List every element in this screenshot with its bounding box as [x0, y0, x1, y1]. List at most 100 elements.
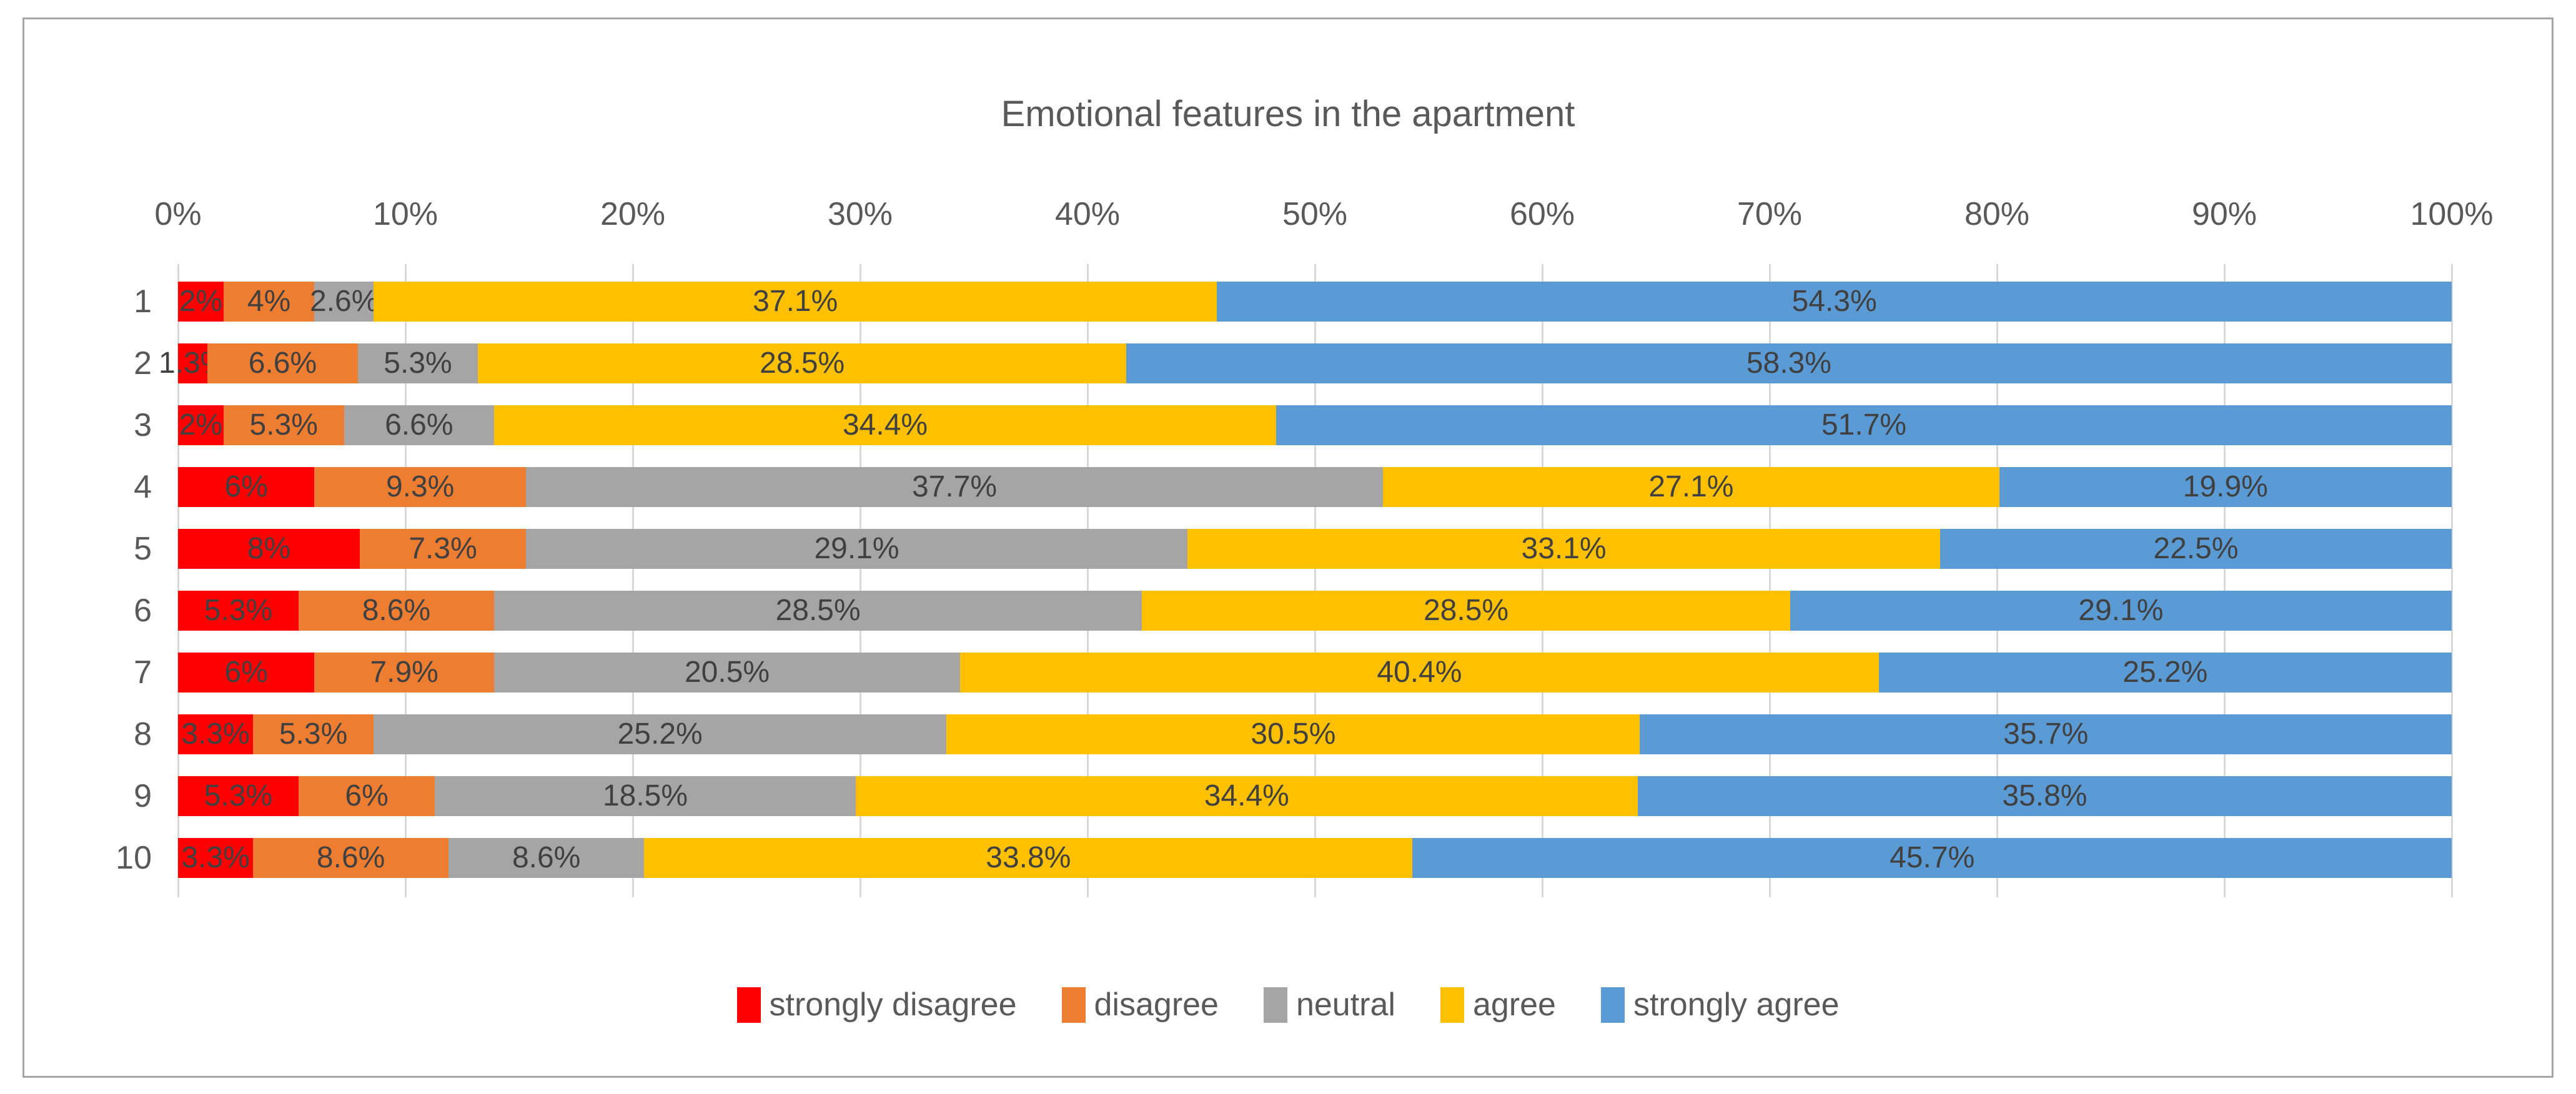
data-label: 18.5% [602, 779, 688, 812]
data-label: 3.3% [181, 840, 250, 874]
data-label: 35.8% [2002, 779, 2088, 812]
bar-segment-strongly-disagree: 1.3% [159, 343, 227, 383]
data-label: 20.5% [684, 655, 770, 689]
bar-segment-disagree: 5.3% [253, 714, 374, 754]
bar-segment-agree: 37.1% [374, 281, 1217, 322]
data-label: 30.5% [1251, 717, 1336, 751]
gridline [177, 264, 179, 897]
bar-segment-neutral: 37.7% [525, 466, 1384, 507]
data-label: 2% [179, 408, 223, 441]
data-label: 29.1% [2078, 593, 2164, 627]
bar-segment-agree: 34.4% [855, 776, 1638, 816]
data-label: 5.3% [204, 593, 273, 627]
data-label: 27.1% [1648, 470, 1734, 503]
gridline [404, 264, 407, 897]
category-label: 10 [116, 839, 152, 876]
data-label: 8.6% [316, 840, 385, 874]
bar-segment-disagree: 8.6% [253, 837, 449, 878]
bar-segment-disagree: 6% [298, 776, 435, 816]
bar-segment-strongly-disagree: 2% [178, 281, 224, 322]
bar-segment-neutral: 29.1% [525, 528, 1188, 569]
data-label: 37.1% [753, 284, 838, 318]
data-label: 19.9% [2182, 470, 2268, 503]
gridline [632, 264, 634, 897]
legend-label: neutral [1295, 987, 1395, 1023]
data-label: 8.6% [362, 593, 431, 627]
legend-color-swatch [736, 987, 761, 1023]
category-label: 3 [134, 407, 152, 443]
bar-segment-strongly-disagree: 2% [178, 405, 224, 445]
legend-item-strongly-agree: strongly agree [1600, 986, 1840, 1023]
bar-segment-strongly-disagree: 5.3% [178, 590, 299, 631]
category-label: 4 [134, 468, 152, 505]
x-axis: 0% 10% 20% 30% 40% 50% 60% 70% 80% 90% 100% [154, 195, 2493, 239]
data-label: 34.4% [1204, 779, 1289, 812]
bar-segment-neutral: 5.3% [357, 343, 478, 383]
bar-row-6: 6 5.3% 8.6% 28.5% 28.5% 29.1% [134, 579, 2452, 641]
bar-segment-strongly-agree: 58.3% [1126, 343, 2452, 383]
data-label: 7.9% [370, 655, 438, 689]
legend-item-disagree: disagree [1061, 986, 1219, 1023]
legend-color-swatch [1600, 987, 1625, 1023]
bar-segment-strongly-agree: 35.7% [1640, 714, 2452, 754]
data-label: 5.3% [279, 717, 348, 751]
data-label: 34.4% [842, 408, 928, 441]
data-label: 28.5% [760, 346, 845, 380]
data-label: 40.4% [1377, 655, 1462, 689]
bar-row-4: 4 6% 9.3% 37.7% 27.1% 19.9% [134, 456, 2452, 518]
data-label: 51.7% [1821, 408, 1907, 441]
bar-segment-strongly-disagree: 6% [178, 652, 315, 692]
data-label: 6.6% [385, 408, 453, 441]
x-axis-tick-label: 0% [154, 196, 202, 232]
bar-row-1: 1 2% 4% 2.6% 37.1% 54.3% [134, 270, 2452, 332]
bar-segment-disagree: 6.6% [207, 343, 358, 383]
chart-frame: Emotional features in the apartment 0% 10… [22, 17, 2554, 1078]
data-label: 28.5% [775, 593, 861, 627]
chart-title: Emotional features in the apartment [1001, 94, 1575, 134]
data-label: 6% [345, 779, 389, 812]
x-axis-tick-label: 90% [2191, 196, 2257, 232]
data-label: 3.3% [181, 717, 250, 751]
data-label: 37.7% [911, 470, 998, 503]
bar-segment-disagree: 9.3% [314, 466, 526, 507]
data-label: 5.3% [384, 346, 452, 380]
data-label: 35.7% [2003, 717, 2089, 751]
bar-segment-neutral: 2.6% [310, 281, 378, 322]
legend-label: strongly disagree [769, 987, 1017, 1023]
data-label: 25.2% [617, 717, 703, 751]
bar-segment-neutral: 20.5% [493, 652, 961, 692]
data-label: 54.3% [1791, 284, 1877, 318]
bar-segment-agree: 28.5% [1142, 590, 1790, 631]
data-label: 33.8% [986, 840, 1071, 874]
data-label: 8% [247, 531, 291, 565]
data-label: 25.2% [2123, 655, 2208, 689]
legend: strongly disagree disagree neutral agree str… [24, 986, 2552, 1023]
bar-row-8: 8 3.3% 5.3% 25.2% 30.5% 35.7% [134, 703, 2452, 765]
category-label: 1 [134, 283, 152, 320]
data-label: 6% [224, 655, 268, 689]
bar-rows: 1 2% 4% 2.6% 37.1% 54.3% 2 1.3% 6.6% 5.3% 28.5% 58.… [116, 270, 2452, 889]
bar-row-5: 5 8% 7.3% 29.1% 33.1% 22.5% [134, 518, 2452, 579]
bar-row-3: 3 2% 5.3% 6.6% 34.4% 51.7% [134, 394, 2452, 456]
bar-row-7: 7 6% 7.9% 20.5% 40.4% 25.2% [134, 641, 2452, 703]
data-label: 8.6% [512, 840, 581, 874]
bar-segment-strongly-agree: 51.7% [1276, 405, 2452, 445]
gridline [1541, 264, 1543, 897]
bar-segment-disagree: 5.3% [223, 405, 344, 445]
category-label: 9 [134, 777, 152, 814]
gridline [2223, 264, 2226, 897]
data-label: 33.1% [1521, 531, 1607, 565]
gridline [859, 264, 861, 897]
data-label: 2.6% [310, 284, 379, 318]
data-label: 7.3% [409, 531, 477, 565]
legend-color-swatch [1061, 987, 1086, 1023]
bar-segment-strongly-agree: 19.9% [1999, 466, 2452, 507]
data-label: 4% [247, 284, 291, 318]
bar-segment-strongly-agree: 25.2% [1878, 652, 2452, 692]
bar-segment-disagree: 4% [223, 281, 315, 322]
legend-color-swatch [1263, 987, 1287, 1023]
data-label: 2% [179, 284, 223, 318]
bar-segment-strongly-agree: 35.8% [1637, 776, 2452, 816]
category-label: 8 [134, 716, 152, 752]
bar-segment-neutral: 18.5% [435, 776, 856, 816]
